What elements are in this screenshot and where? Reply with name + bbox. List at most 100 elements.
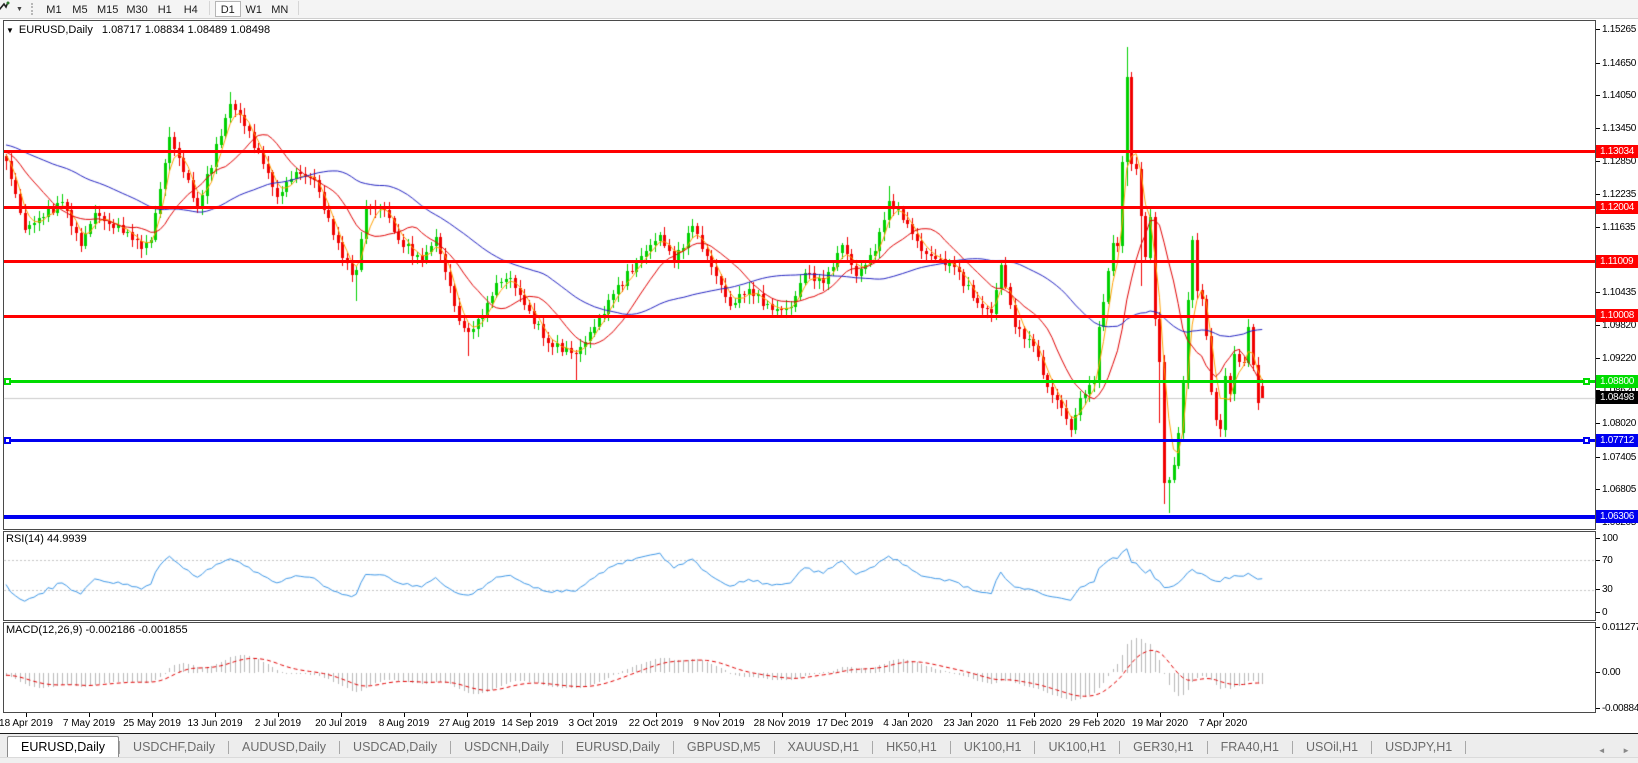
rsi-axis-value: 100 <box>1602 532 1618 544</box>
resistance-line-1.11009[interactable] <box>4 260 1595 263</box>
price-tick-label: 1.14050 <box>1602 90 1637 102</box>
tab-separator <box>228 741 229 754</box>
price-tick-label: 1.12235 <box>1602 189 1637 201</box>
price-tick: 1.13450 <box>1596 123 1638 134</box>
rsi-axis-label: 100 <box>1596 533 1638 544</box>
rsi-axis-label: 0 <box>1596 607 1638 618</box>
tab-separator <box>450 741 452 754</box>
rsi-axis-value: 30 <box>1602 584 1613 596</box>
tick-dash <box>1596 357 1600 359</box>
tab-scroll-right-icon[interactable]: ► <box>1622 746 1630 755</box>
support-line-1.08800[interactable] <box>4 380 1595 383</box>
chart-tab-usdcnh-daily[interactable]: USDCNH,Daily <box>464 740 549 754</box>
macd-axis-value: 0.011277 <box>1602 621 1638 633</box>
tab-separator <box>1119 741 1121 754</box>
chart-tab-gbpusd-m5[interactable]: GBPUSD,M5 <box>686 740 761 754</box>
line-price-badge: 1.13034 <box>1596 144 1638 158</box>
tick-dash <box>1596 194 1600 196</box>
rsi-axis-value: 70 <box>1602 554 1613 566</box>
line-handle-left[interactable] <box>4 378 11 385</box>
chart-tab-xauusd-h1[interactable]: XAUUSD,H1 <box>787 740 860 754</box>
price-tick: 1.14650 <box>1596 58 1638 69</box>
line-price-badge: 1.11009 <box>1596 254 1638 268</box>
price-tick: 1.08020 <box>1596 418 1638 429</box>
chart-tab-audusd-daily[interactable]: AUDUSD,Daily <box>242 740 327 754</box>
current-price-badge: 1.08498 <box>1596 391 1638 405</box>
tick-dash <box>1596 537 1600 539</box>
tick-dash <box>1596 62 1600 64</box>
support-line-1.06306[interactable] <box>4 515 1595 519</box>
tick-dash <box>1596 291 1600 293</box>
macd-label: MACD(12,26,9) -0.002186 -0.001855 <box>6 624 188 636</box>
tick-dash <box>1596 423 1600 425</box>
line-handle-left[interactable] <box>4 437 11 444</box>
chart-tab-usdchf-daily[interactable]: USDCHF,Daily <box>133 740 215 754</box>
price-tick: 1.12235 <box>1596 189 1638 200</box>
tab-separator <box>773 741 775 754</box>
tick-dash <box>1596 456 1600 458</box>
tick-dash <box>1596 160 1600 162</box>
tab-separator <box>1034 741 1036 754</box>
tab-separator <box>339 741 341 754</box>
tick-dash <box>1596 29 1600 31</box>
rsi-axis-value: 0 <box>1602 606 1608 618</box>
resistance-line-1.10008[interactable] <box>4 315 1595 318</box>
chart-tab-usdjpy-h1[interactable]: USDJPY,H1 <box>1385 740 1453 754</box>
price-tick: 1.09220 <box>1596 353 1638 364</box>
price-tick: 1.14050 <box>1596 90 1638 101</box>
chart-tab-bar: EURUSD,Daily USDCHF,Daily AUDUSD,Daily USDC… <box>0 733 1638 757</box>
chart-tab-ger30-h1[interactable]: GER30,H1 <box>1133 740 1194 754</box>
chart-tab-fra40-h1[interactable]: FRA40,H1 <box>1220 740 1279 754</box>
tick-dash <box>1596 707 1600 709</box>
tick-dash <box>1596 589 1600 591</box>
macd-axis-label: 0.011277 <box>1596 622 1638 633</box>
rsi-axis-label: 30 <box>1596 584 1638 595</box>
price-axis[interactable]: 1.15265 1.14650 1.14050 1.13450 1.12850 1.122… <box>1596 20 1638 714</box>
line-handle-right[interactable] <box>1583 437 1590 444</box>
price-tick-label: 1.08020 <box>1602 418 1637 430</box>
price-tick-label: 1.10435 <box>1602 286 1637 298</box>
tick-dash <box>1596 95 1600 97</box>
chart-tab-uk100-h1[interactable]: UK100,H1 <box>1048 740 1107 754</box>
resistance-line-1.12004[interactable] <box>4 206 1595 209</box>
macd-axis-label: 0.00 <box>1596 667 1638 678</box>
line-price-badge: 1.08800 <box>1596 374 1638 388</box>
line-price-badge: 1.06306 <box>1596 510 1638 524</box>
chart-tab-eurusd-daily[interactable]: EURUSD,Daily <box>7 736 120 757</box>
price-tick-label: 1.09820 <box>1602 320 1637 332</box>
chart-tab-hk50-h1[interactable]: HK50,H1 <box>886 740 937 754</box>
support-line-1.07712[interactable] <box>4 439 1595 442</box>
tick-dash <box>1596 672 1600 674</box>
chart-tab-usdcad-daily[interactable]: USDCAD,Daily <box>353 740 438 754</box>
line-handle-right[interactable] <box>1583 378 1590 385</box>
tab-scroll-arrows: ◄ ► <box>1586 740 1630 758</box>
tab-scroll-left-icon[interactable]: ◄ <box>1597 746 1606 755</box>
price-tick-label: 1.15265 <box>1602 24 1637 36</box>
tick-dash <box>1596 559 1600 561</box>
chart-title: ▼ EURUSD,Daily 1.08717 1.08834 1.08489 1.0… <box>6 24 270 36</box>
tick-dash <box>1596 390 1600 392</box>
tab-separator <box>119 741 121 754</box>
tab-separator <box>561 741 563 754</box>
resistance-line-1.13034[interactable] <box>4 150 1595 153</box>
symbol-dropdown-icon[interactable]: ▼ <box>6 26 14 35</box>
rsi-axis-label: 70 <box>1596 555 1638 566</box>
chart-tab-eurusd-daily[interactable]: EURUSD,Daily <box>575 740 660 754</box>
price-tick: 1.11635 <box>1596 222 1638 233</box>
tick-dash <box>1596 226 1600 228</box>
price-tick: 1.06805 <box>1596 484 1638 495</box>
tick-dash <box>1596 128 1600 130</box>
macd-axis-label: -0.008845 <box>1596 703 1638 714</box>
price-tick: 1.10435 <box>1596 287 1638 298</box>
chart-tab-usoil-h1[interactable]: USOil,H1 <box>1305 740 1359 754</box>
chart-ohlc-values: 1.08717 1.08834 1.08489 1.08498 <box>101 24 271 36</box>
tick-dash <box>1596 626 1600 628</box>
line-price-badge: 1.10008 <box>1596 309 1638 323</box>
price-tick-label: 1.12850 <box>1602 155 1637 167</box>
chart-tab-uk100-h1[interactable]: UK100,H1 <box>963 740 1022 754</box>
tab-separator <box>1465 741 1467 754</box>
macd-axis-value: -0.008845 <box>1602 702 1638 714</box>
price-tick: 1.07405 <box>1596 452 1638 463</box>
line-price-badge: 1.07712 <box>1596 433 1638 447</box>
